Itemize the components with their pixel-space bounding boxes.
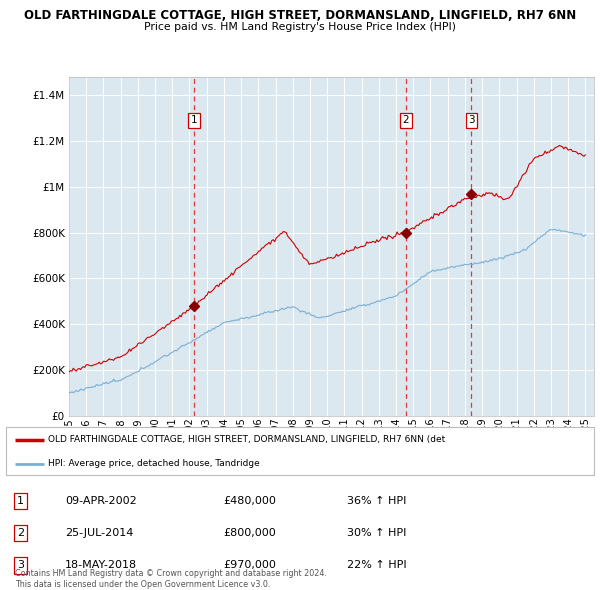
Text: 2: 2 [17,528,24,538]
Text: HPI: Average price, detached house, Tandridge: HPI: Average price, detached house, Tand… [49,460,260,468]
Text: OLD FARTHINGDALE COTTAGE, HIGH STREET, DORMANSLAND, LINGFIELD, RH7 6NN (det: OLD FARTHINGDALE COTTAGE, HIGH STREET, D… [49,435,446,444]
Text: 18-MAY-2018: 18-MAY-2018 [65,560,137,571]
Text: OLD FARTHINGDALE COTTAGE, HIGH STREET, DORMANSLAND, LINGFIELD, RH7 6NN: OLD FARTHINGDALE COTTAGE, HIGH STREET, D… [24,9,576,22]
Text: £970,000: £970,000 [224,560,277,571]
Text: 25-JUL-2014: 25-JUL-2014 [65,528,133,538]
Text: 09-APR-2002: 09-APR-2002 [65,496,137,506]
Text: 22% ↑ HPI: 22% ↑ HPI [347,560,407,571]
Text: 1: 1 [191,115,197,125]
Text: £480,000: £480,000 [224,496,277,506]
FancyBboxPatch shape [6,427,594,475]
Text: 1: 1 [17,496,24,506]
Text: Contains HM Land Registry data © Crown copyright and database right 2024.
This d: Contains HM Land Registry data © Crown c… [15,569,327,589]
Text: 36% ↑ HPI: 36% ↑ HPI [347,496,406,506]
Text: Price paid vs. HM Land Registry's House Price Index (HPI): Price paid vs. HM Land Registry's House … [144,22,456,32]
Text: 3: 3 [17,560,24,571]
Text: 2: 2 [403,115,409,125]
Text: £800,000: £800,000 [224,528,277,538]
Text: 3: 3 [468,115,475,125]
Text: 30% ↑ HPI: 30% ↑ HPI [347,528,406,538]
